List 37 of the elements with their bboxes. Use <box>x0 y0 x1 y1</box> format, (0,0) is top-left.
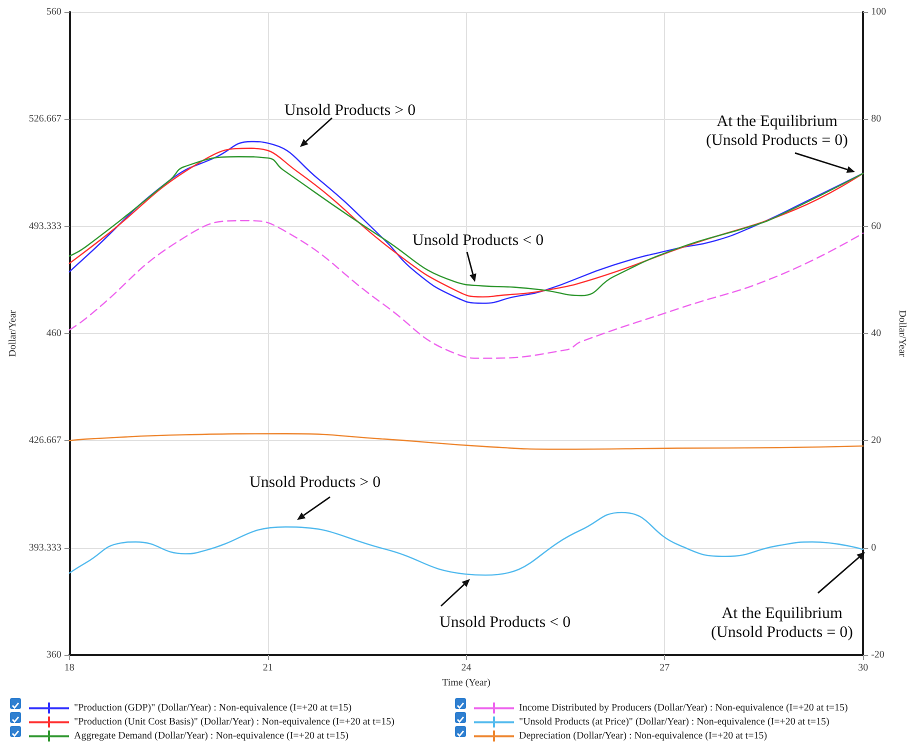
y-tick-label: 526.667 <box>28 114 62 125</box>
annotation: Unsold Products > 0 <box>249 474 381 491</box>
line-series <box>68 433 864 450</box>
annotation: At the Equilibrium (Unsold Products = 0) <box>711 605 853 641</box>
annotation: Unsold Products < 0 <box>412 232 544 249</box>
y-tick-label: 360 <box>46 650 62 660</box>
annotation: Unsold Products < 0 <box>439 614 571 631</box>
line-series <box>68 512 864 576</box>
y-axis-title: Dollar/Year <box>8 309 18 357</box>
x-tick-label: 21 <box>262 662 273 674</box>
y2-tick-label: 100 <box>871 6 886 18</box>
x-tick-label: 24 <box>461 662 472 674</box>
x-tick-label: 27 <box>660 662 670 674</box>
x-axis-title: Time (Year) <box>442 677 490 688</box>
y-tick-label: 460 <box>46 328 62 339</box>
annotation: At the Equilibrium (Unsold Products = 0) <box>706 113 848 149</box>
legend-label: "Production (GDP)" (Dollar/Year) : Non-equivalence (I=+20 at t=15) <box>74 702 352 714</box>
line-series <box>68 220 864 359</box>
y2-tick-label: 20 <box>871 435 882 446</box>
legend-label: Aggregate Demand (Dollar/Year) : Non-equivalence (I=+20 at t=15) <box>74 730 348 742</box>
y2-tick-label: 0 <box>871 542 876 554</box>
y2-tick-label: 60 <box>871 220 882 232</box>
y2-tick-label: 40 <box>871 328 882 339</box>
y2-axis-title: Dollar/Year <box>896 310 908 358</box>
y-tick-label: 426.667 <box>28 435 62 446</box>
y2-tick-label: -20 <box>871 650 884 660</box>
legend-label: "Production (Unit Cost Basis)" (Dollar/Year) : Non-equivalence (I=+20 at t=15) <box>74 716 394 728</box>
legend-label: Depreciation (Dollar/Year) : Non-equivalence (I=+20 at t=15) <box>519 730 768 742</box>
x-tick-label: 18 <box>64 662 74 674</box>
y-tick-label: 493.333 <box>28 220 62 232</box>
y-tick-label: 393.333 <box>28 542 62 554</box>
legend-label: Income Distributed by Producers (Dollar/Year) : Non-equivalence (I=+20 at t=15) <box>519 702 848 714</box>
x-tick-label: 30 <box>858 662 868 674</box>
annotation: Unsold Products > 0 <box>284 102 416 119</box>
y-tick-label: 560 <box>46 6 62 18</box>
legend-label: "Unsold Products (at Price)" (Dollar/Year) : Non-equivalence (I=+20 at t=15) <box>519 716 830 728</box>
y2-tick-label: 80 <box>871 114 882 125</box>
